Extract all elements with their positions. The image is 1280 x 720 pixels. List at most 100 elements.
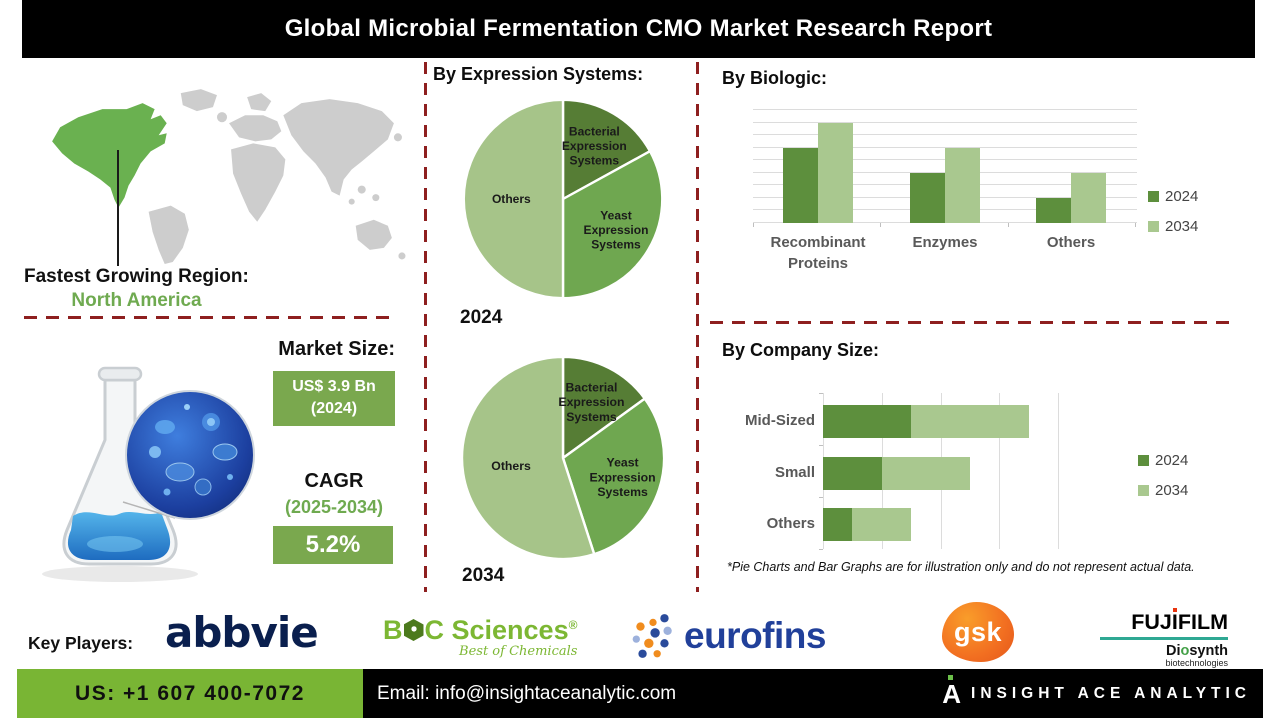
diosynth-o: o [1180,643,1190,659]
cagr-value-box: 5.2% [273,526,393,564]
microbes [149,404,238,496]
gsk-logo: gsk [942,602,1014,662]
key-players-label: Key Players: [28,633,134,653]
axis-tick [819,549,823,550]
footer-bar: Email: info@insightaceanalytic.com A INS… [363,669,1263,718]
pie-label-yeast-expression-systems: Yeast Expression Systems [590,456,656,499]
diosynth-a: Di [1165,643,1181,659]
eurofins-wordmark: eurofins [684,615,826,656]
fastest-growing-region-label: Fastest Growing Region: [24,266,249,287]
bar-2034-others [1071,172,1106,223]
biologic-bar-chart [753,108,1137,227]
map-island [357,185,366,194]
boc-sciences-logo: B C Sciences® Best of Chemicals [383,615,577,659]
insight-ace-brand: A INSIGHT ACE ANALYTIC [942,674,1251,709]
map-europe [229,115,282,142]
biologic-legend: 2024 2034 [1148,188,1198,248]
gridline [753,121,1137,123]
axis-tick [819,445,823,446]
insight-ace-logo-icon: A [942,674,962,709]
fuji-part-b: FILM [1177,610,1228,634]
divider-right [710,321,1232,324]
legend-item-2034: 2034 [1148,218,1198,235]
axis-tick [753,223,754,227]
pie-label-others: Others [492,192,531,206]
legend-item-2024: 2024 [1148,188,1198,205]
map-greenland [180,89,217,112]
section-title-biologic: By Biologic: [722,68,828,88]
map-uk [216,112,228,123]
map-asia [283,99,394,196]
legend-label-2034: 2034 [1165,218,1199,235]
map-scandinavia [247,93,272,112]
gridline [753,146,1137,148]
bar-2034-mid-sized [911,405,1029,438]
pie-slice-yeast-expression-systems [561,397,666,556]
pie-chart-2024: Bacterial Expression Systems Yeast Expressio… [462,98,664,300]
biotechnologies-label: biotechnologies [1165,658,1228,668]
pie-slice-bacterial-expression-systems [561,355,647,460]
diosynth-b: synth [1189,643,1228,659]
boc-c: C Sciences [424,615,569,645]
pie-slice-others [460,355,596,561]
fermentation-flask-illustration [42,366,255,582]
pie-label-bacterial-expression-systems: Bacterial Expression Systems [558,380,624,423]
section-title-company: By Company Size: [722,340,880,360]
insight-ace-wordmark: INSIGHT ACE ANALYTIC [971,684,1251,702]
axis-tick [1135,223,1136,227]
legend-swatch-2024 [1138,455,1149,466]
legend-item-2024: 2024 [1138,452,1188,469]
gsk-wordmark: gsk [953,616,1003,647]
divider-left [24,316,392,319]
legend-label-2034: 2034 [1155,482,1189,499]
market-size-heading: Market Size: [278,338,395,360]
fujifilm-underline [1100,637,1228,640]
bar-2024-others [1036,197,1071,223]
fuji-part-a: FUJ [1131,610,1172,634]
axis-tick [819,497,823,498]
gridline [753,134,1137,136]
map-africa [231,143,286,222]
footer-phone: US: +1 607 400-7072 [17,669,363,718]
legend-swatch-2034 [1138,485,1149,496]
cagr-period: (2025-2034) [284,497,384,517]
gridline [999,393,1001,549]
eurofins-logo: eurofins [630,612,826,660]
company-size-bar-chart [819,393,1059,550]
bar-2034-enzymes [945,147,980,223]
pie-label-yeast-expression-systems: Yeast Expression Systems [584,209,649,252]
gridline [1058,393,1059,549]
cagr-label: CAGR [304,470,364,492]
category-label-recombinant-proteins: Recombinant Proteins [770,234,866,272]
pie-chart-2034: Bacterial Expression Systems Yeast Expressio… [460,355,666,561]
disclaimer-note: *Pie Charts and Bar Graphs are for illus… [727,560,1195,574]
bar-2034-small [881,457,970,490]
registered-mark: ® [568,618,578,632]
fuji-red-dot-i: I [1171,610,1178,634]
map-new-zealand [398,252,406,260]
category-label-small: Small [774,464,815,481]
pie-slice-others [462,98,565,300]
map-island [372,194,380,202]
company-category-labels: Mid-Sized Small Others [723,393,815,549]
category-label-others: Others [1046,234,1096,251]
gridline [753,109,1137,110]
divider-vertical-2 [696,62,699,592]
abbvie-logo: abbvie [165,608,319,657]
bar-2034-recombinant-proteins [818,122,853,223]
category-label-others: Others [766,515,815,532]
axis-tick [1008,223,1009,227]
world-map [52,89,406,264]
legend-swatch-2024 [1148,191,1159,202]
pie-slice-bacterial-expression-systems [561,98,652,201]
flask-shadow [42,566,198,582]
category-label-mid-sized: Mid-Sized [745,412,815,429]
legend-item-2034: 2034 [1138,482,1188,499]
bar-2024-enzymes [910,172,945,223]
axis-tick [819,393,823,394]
flask-liquid [67,512,171,560]
flask-rim [97,366,143,382]
boc-tagline: Best of Chemicals [459,644,578,659]
boc-hexagon-icon [403,619,424,641]
footer-email: Email: info@insightaceanalytic.com [377,682,677,704]
